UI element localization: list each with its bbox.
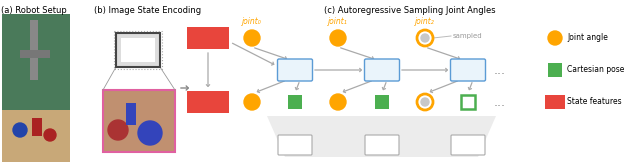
Text: E₂: E₂	[464, 140, 472, 150]
Bar	[103, 90, 175, 152]
Circle shape	[13, 123, 27, 137]
FancyBboxPatch shape	[278, 135, 312, 155]
Bar	[288, 95, 302, 109]
Text: joint₂: joint₂	[415, 17, 435, 27]
Bar	[187, 91, 229, 113]
FancyBboxPatch shape	[451, 135, 485, 155]
Circle shape	[330, 94, 346, 110]
Circle shape	[108, 120, 128, 140]
Text: State features: State features	[567, 97, 621, 107]
FancyBboxPatch shape	[278, 59, 312, 81]
Bar	[2, 110, 70, 162]
Circle shape	[548, 31, 562, 45]
Text: ...: ...	[494, 95, 506, 109]
Bar	[126, 103, 136, 125]
Bar	[30, 20, 38, 80]
Circle shape	[44, 129, 56, 141]
Bar	[375, 95, 389, 109]
Bar	[121, 38, 155, 62]
Bar	[461, 95, 475, 109]
FancyBboxPatch shape	[365, 135, 399, 155]
Text: joint₀: joint₀	[242, 17, 262, 27]
Bar	[545, 95, 565, 109]
Bar	[116, 33, 160, 67]
Text: ...: ...	[494, 64, 506, 77]
Circle shape	[330, 30, 346, 46]
Text: sampled: sampled	[453, 33, 483, 39]
Text: FK₀: FK₀	[288, 66, 302, 75]
FancyBboxPatch shape	[365, 59, 399, 81]
Bar	[548, 63, 562, 77]
Text: Cartesian pose: Cartesian pose	[567, 66, 625, 75]
Text: FK₂: FK₂	[461, 66, 476, 75]
Bar	[32, 118, 42, 136]
Circle shape	[244, 94, 260, 110]
Text: (b) Image State Encoding: (b) Image State Encoding	[95, 6, 202, 15]
Bar	[20, 50, 50, 58]
FancyBboxPatch shape	[451, 59, 486, 81]
Text: FK₁: FK₁	[375, 66, 389, 75]
Circle shape	[421, 98, 429, 106]
Text: Joint angle: Joint angle	[567, 34, 608, 42]
Text: E₀: E₀	[291, 140, 300, 150]
Text: E₁: E₁	[378, 140, 387, 150]
Bar	[114, 31, 162, 69]
Text: (a) Robot Setup: (a) Robot Setup	[1, 6, 67, 15]
Polygon shape	[267, 116, 496, 157]
Text: (c) Autoregressive Sampling Joint Angles: (c) Autoregressive Sampling Joint Angles	[324, 6, 496, 15]
Text: joint₁: joint₁	[328, 17, 348, 27]
Circle shape	[244, 30, 260, 46]
Circle shape	[421, 34, 429, 42]
Bar	[187, 27, 229, 49]
Circle shape	[138, 121, 162, 145]
Bar	[2, 14, 70, 162]
